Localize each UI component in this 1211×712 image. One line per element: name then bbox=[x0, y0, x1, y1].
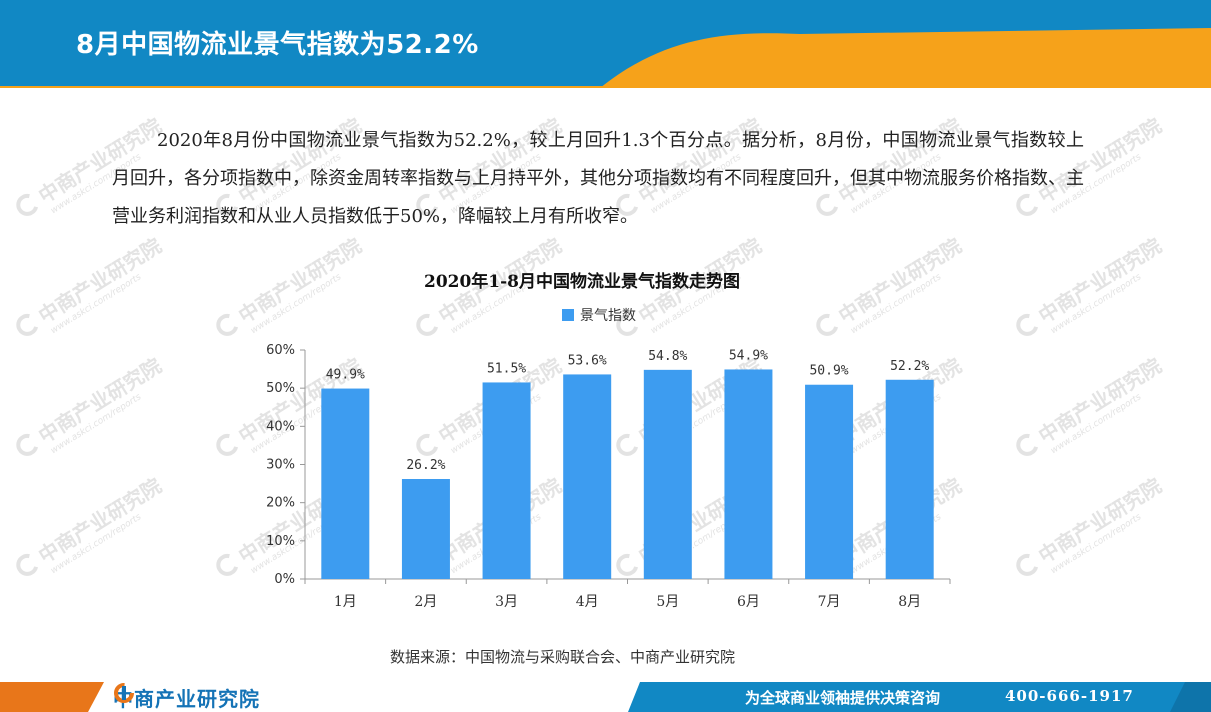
y-tick-label: 60% bbox=[266, 343, 295, 358]
bar-chart: 0% 10% 20% 30% 40% 50% 60% 49.9% 1月 26.2% 2月 51.5% 3… bbox=[266, 343, 951, 610]
brand-logo-icon bbox=[114, 683, 134, 703]
data-label: 51.5% bbox=[487, 361, 526, 376]
data-source: 数据来源：中国物流与采购联合会、中商产业研究院 bbox=[390, 648, 736, 666]
footer-brand: 中商产业研究院 bbox=[113, 682, 260, 712]
legend-swatch bbox=[562, 309, 574, 321]
y-tick-label: 30% bbox=[266, 458, 295, 473]
data-label: 52.2% bbox=[890, 359, 929, 374]
footer-phone: 400-666-1917 bbox=[1005, 687, 1134, 705]
x-tick-label: 8月 bbox=[898, 594, 921, 610]
brand-name: 中商产业研究院 bbox=[113, 686, 260, 711]
data-label: 53.6% bbox=[568, 353, 607, 368]
y-tick-label: 0% bbox=[274, 572, 295, 587]
page-title: 8月中国物流业景气指数为52.2% bbox=[76, 30, 479, 60]
x-tick-label: 6月 bbox=[737, 594, 760, 610]
y-tick-label: 50% bbox=[266, 381, 295, 396]
header-background bbox=[0, 0, 1211, 88]
data-label: 26.2% bbox=[406, 458, 445, 473]
chart-legend: 景气指数 bbox=[562, 305, 636, 325]
x-tick-label: 3月 bbox=[495, 594, 518, 610]
bar bbox=[482, 382, 531, 579]
chart-title: 2020年1-8月中国物流业景气指数走势图 bbox=[423, 272, 741, 292]
bar bbox=[563, 374, 612, 579]
legend-label: 景气指数 bbox=[580, 308, 636, 324]
x-tick-label: 4月 bbox=[576, 594, 599, 610]
x-tick-label: 1月 bbox=[334, 594, 357, 610]
x-tick-label: 7月 bbox=[818, 594, 841, 610]
data-label: 54.8% bbox=[648, 349, 687, 364]
data-label: 54.9% bbox=[729, 348, 768, 363]
footer-slogan: 为全球商业领袖提供决策咨询 bbox=[745, 689, 941, 707]
bar bbox=[885, 379, 934, 579]
bar bbox=[321, 388, 370, 579]
x-tick-label: 5月 bbox=[656, 594, 679, 610]
bar bbox=[724, 369, 773, 579]
y-tick-label: 20% bbox=[266, 496, 295, 511]
x-tick-label: 2月 bbox=[414, 594, 437, 610]
footer-background bbox=[0, 682, 1211, 712]
data-label: 50.9% bbox=[809, 364, 848, 379]
footer-band: 中商产业研究院 为全球商业领袖提供决策咨询 400-666-1917 bbox=[0, 682, 1211, 712]
bar bbox=[643, 369, 692, 579]
y-tick-label: 10% bbox=[266, 534, 295, 549]
y-tick-label: 40% bbox=[266, 419, 295, 434]
bar bbox=[401, 479, 450, 579]
header-band: 8月中国物流业景气指数为52.2% bbox=[0, 0, 1211, 88]
data-label: 49.9% bbox=[326, 368, 365, 383]
bar bbox=[805, 384, 854, 579]
intro-paragraph: 2020年8月份中国物流业景气指数为52.2%，较上月回升1.3个百分点。据分析… bbox=[112, 130, 1084, 227]
